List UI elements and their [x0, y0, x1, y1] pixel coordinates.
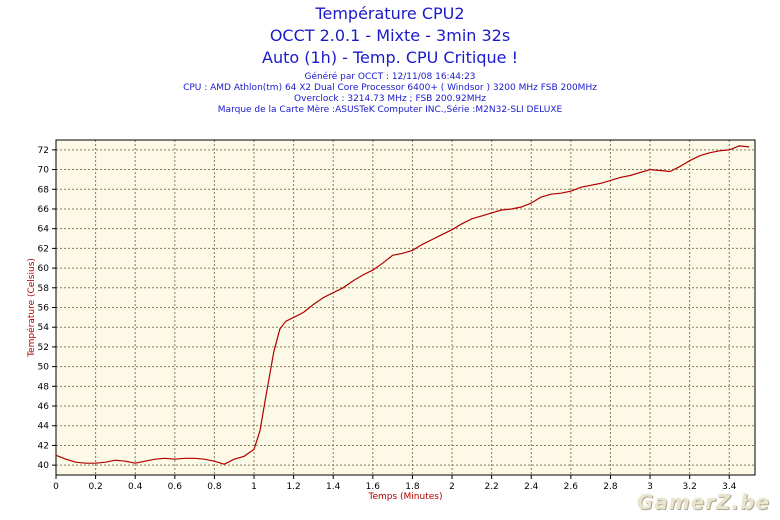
- chart-subtitle-occt: OCCT 2.0.1 - Mixte - 3min 32s: [269, 26, 511, 45]
- x-tick-label: 2.6: [564, 482, 579, 492]
- chart-subtitle-mode: Auto (1h) - Temp. CPU Critique !: [262, 48, 518, 67]
- y-tick-label: 72: [38, 146, 49, 156]
- temperature-series-line: [55, 145, 750, 465]
- info-motherboard: Marque de la Carte Mère :ASUSTeK Compute…: [217, 105, 563, 115]
- chart-title: Température CPU2: [315, 4, 465, 23]
- info-generated: Généré par OCCT : 12/11/08 16:44:23: [304, 72, 476, 82]
- x-tick-label: 3: [647, 482, 653, 492]
- x-tick-label: 2.8: [603, 482, 618, 492]
- y-tick-label: 58: [38, 284, 50, 294]
- y-tick-label: 70: [38, 166, 50, 176]
- x-tick-label: 0: [53, 482, 59, 492]
- y-axis-label: Température (Celsius): [26, 258, 37, 358]
- y-tick-label: 40: [38, 461, 50, 471]
- y-tick-label: 54: [38, 323, 50, 333]
- y-tick-label: 60: [38, 264, 50, 274]
- info-cpu: CPU : AMD Athlon(tm) 64 X2 Dual Core Pro…: [183, 83, 597, 93]
- watermark-logo: GamerZ.be: [636, 490, 770, 514]
- plot-frame: [55, 139, 756, 476]
- x-tick-label: 1.6: [366, 482, 381, 492]
- x-tick-label: 2.4: [524, 482, 539, 492]
- x-tick-label: 3.2: [682, 482, 696, 492]
- x-tick-label: 1.4: [326, 482, 341, 492]
- y-tick-label: 42: [38, 441, 49, 451]
- x-tick-label: 3.4: [722, 482, 737, 492]
- y-tick-label: 50: [38, 363, 50, 373]
- x-tick-label: 0.2: [88, 482, 102, 492]
- x-tick-label: 1.8: [405, 482, 420, 492]
- y-tick-label: 64: [38, 225, 50, 235]
- x-axis-label: Temps (Minutes): [368, 492, 443, 502]
- x-tick-label: 0.4: [128, 482, 143, 492]
- x-tick-label: 0.8: [207, 482, 222, 492]
- x-tick-label: 0.6: [168, 482, 183, 492]
- y-tick-label: 68: [38, 185, 50, 195]
- y-tick-label: 62: [38, 244, 49, 254]
- y-tick-label: 52: [38, 343, 49, 353]
- chart-header: Température CPU2 OCCT 2.0.1 - Mixte - 3m…: [0, 0, 780, 116]
- y-tick-label: 56: [38, 304, 50, 314]
- x-tick-label: 2: [449, 482, 455, 492]
- x-tick-label: 1: [251, 482, 257, 492]
- info-overclock: Overclock : 3214.73 MHz ; FSB 200.92MHz: [294, 94, 486, 104]
- y-tick-label: 66: [38, 205, 50, 215]
- y-tick-label: 48: [38, 382, 50, 392]
- x-tick-label: 1.2: [286, 482, 300, 492]
- x-tick-label: 2.2: [484, 482, 498, 492]
- y-tick-label: 44: [38, 422, 50, 432]
- y-tick-label: 46: [38, 402, 50, 412]
